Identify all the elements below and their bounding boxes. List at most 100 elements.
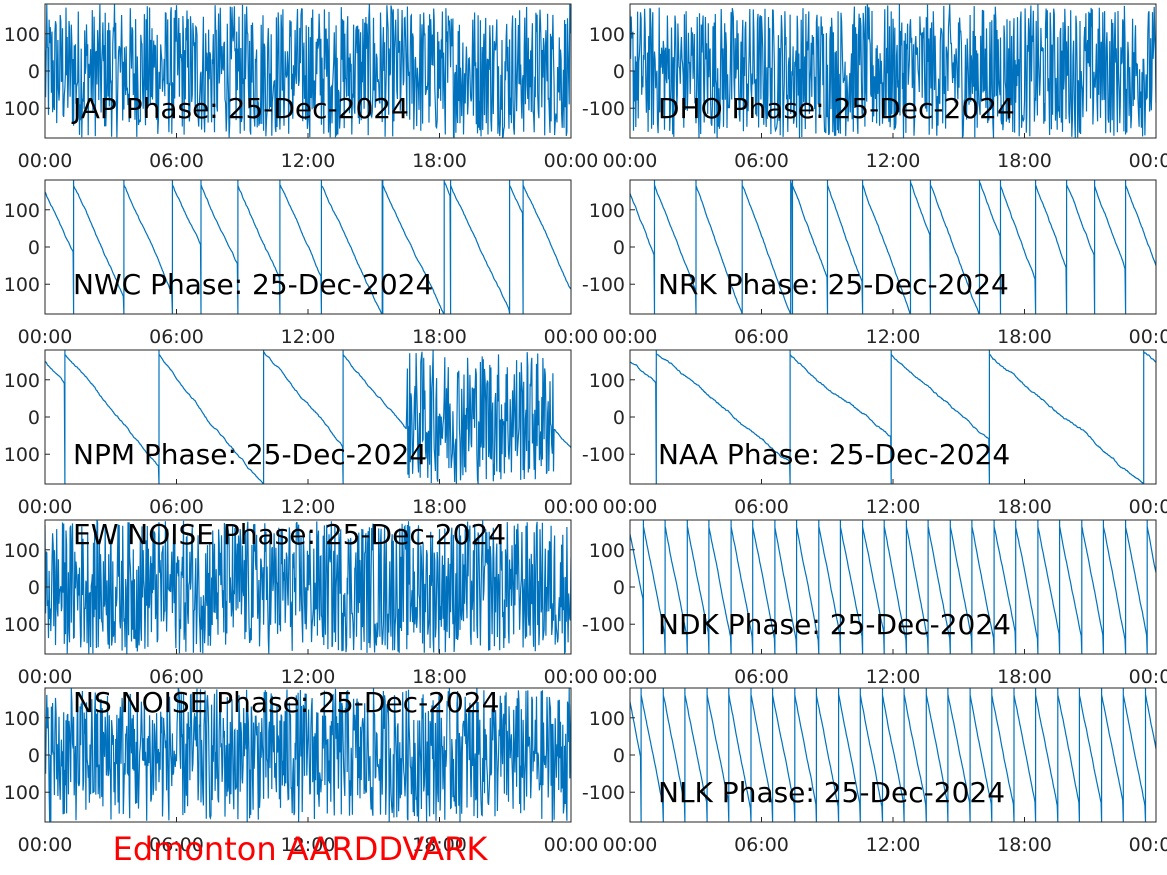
x-tick-label: 00:00 [603, 326, 658, 348]
x-tick-label: 00:00 [1129, 150, 1167, 172]
x-tick-label: 00:00 [603, 150, 658, 172]
y-tick-label: 100 [4, 708, 40, 730]
x-tick-label: 18:00 [412, 150, 467, 172]
y-tick-label: 100 [4, 274, 40, 296]
x-tick-label: 00:00 [1129, 834, 1167, 856]
x-tick-label: 00:00 [544, 834, 599, 856]
x-tick-label: 00:00 [544, 150, 599, 172]
panel-title: DHO Phase: 25-Dec-2024 [658, 92, 1015, 125]
x-tick-label: 06:00 [734, 496, 789, 518]
x-tick-label: 12:00 [866, 666, 921, 688]
x-tick-label: 00:00 [544, 326, 599, 348]
y-tick-label: 0 [613, 61, 625, 83]
phase-series-line [45, 180, 571, 314]
y-tick-label: 0 [613, 237, 625, 259]
phase-series-line [630, 350, 1156, 484]
x-tick-label: 00:00 [603, 496, 658, 518]
panel-title: NPM Phase: 25-Dec-2024 [73, 438, 427, 471]
x-tick-label: 00:00 [1129, 326, 1167, 348]
x-tick-label: 12:00 [281, 666, 336, 688]
panel-title: NS NOISE Phase: 25-Dec-2024 [73, 686, 499, 719]
x-tick-label: 12:00 [866, 834, 921, 856]
panel-title: NDK Phase: 25-Dec-2024 [658, 608, 1011, 641]
phase-series-line [630, 180, 1156, 314]
y-tick-label: 100 [4, 24, 40, 46]
phase-series-line [630, 4, 1156, 138]
x-tick-label: 00:00 [1129, 496, 1167, 518]
x-tick-label: 00:00 [18, 150, 73, 172]
subplot-grid: 100 0 100 00:00 06:00 12:00 18:00 00:00 JAP Phas… [4, 3, 1167, 856]
x-tick-label: 18:00 [997, 496, 1052, 518]
x-tick-label: 06:00 [149, 326, 204, 348]
x-tick-label: 06:00 [149, 666, 204, 688]
y-tick-label: 0 [28, 407, 40, 429]
y-tick-label: 0 [613, 577, 625, 599]
y-tick-label: 100 [589, 200, 625, 222]
x-tick-label: 00:00 [18, 834, 73, 856]
x-tick-label: 06:00 [149, 834, 204, 856]
phase-series-line [45, 4, 571, 138]
y-tick-label: -100 [582, 98, 625, 120]
x-tick-label: 06:00 [734, 834, 789, 856]
y-tick-label: 0 [28, 237, 40, 259]
x-tick-label: 06:00 [734, 326, 789, 348]
x-tick-label: 12:00 [281, 834, 336, 856]
subplot-5: 100 0 100 00:00 06:00 12:00 18:00 00:00 NPM Phas… [4, 349, 598, 518]
y-tick-label: 0 [613, 745, 625, 767]
x-tick-label: 00:00 [603, 666, 658, 688]
x-tick-label: 00:00 [18, 496, 73, 518]
phase-series-line [45, 520, 571, 654]
x-tick-label: 00:00 [18, 666, 73, 688]
y-tick-label: -100 [582, 614, 625, 636]
subplot-9: 100 0 100 00:00 06:00 12:00 18:00 00:00 NS NOISE… [4, 686, 599, 856]
y-tick-label: 0 [28, 577, 40, 599]
x-tick-label: 06:00 [734, 666, 789, 688]
x-tick-label: 00:00 [603, 834, 658, 856]
subplot-8: 100 0 -100 00:00 06:00 12:00 18:00 00:00 NDK Pha… [582, 519, 1167, 688]
y-tick-label: -100 [582, 444, 625, 466]
x-tick-label: 18:00 [412, 666, 467, 688]
y-tick-label: 100 [589, 370, 625, 392]
station-label: Edmonton AARDDVARK [113, 830, 489, 868]
y-tick-label: 0 [28, 745, 40, 767]
y-tick-label: 100 [4, 98, 40, 120]
phase-series-line [45, 350, 571, 484]
subplot-10: 100 0 -100 00:00 06:00 12:00 18:00 00:00 NLK Pha… [582, 687, 1167, 856]
y-tick-label: 0 [28, 61, 40, 83]
x-tick-label: 06:00 [149, 496, 204, 518]
subplot-4: 100 0 -100 00:00 06:00 12:00 18:00 00:00 NRK Pha… [582, 179, 1167, 348]
x-tick-label: 18:00 [997, 834, 1052, 856]
panel-title: JAP Phase: 25-Dec-2024 [71, 92, 409, 125]
y-tick-label: 100 [4, 370, 40, 392]
panel-title: NRK Phase: 25-Dec-2024 [658, 268, 1009, 301]
y-tick-label: 100 [4, 782, 40, 804]
subplot-1: 100 0 100 00:00 06:00 12:00 18:00 00:00 JAP Phas… [4, 3, 599, 172]
x-tick-label: 00:00 [544, 666, 599, 688]
y-tick-label: 100 [4, 200, 40, 222]
y-tick-label: 100 [589, 24, 625, 46]
x-tick-label: 06:00 [149, 150, 204, 172]
y-tick-label: 0 [613, 407, 625, 429]
x-tick-label: 00:00 [18, 326, 73, 348]
x-tick-label: 12:00 [866, 150, 921, 172]
x-tick-label: 12:00 [281, 326, 336, 348]
x-tick-label: 12:00 [866, 496, 921, 518]
y-tick-label: 100 [589, 708, 625, 730]
y-tick-label: 100 [589, 540, 625, 562]
phase-series-line [630, 520, 1156, 654]
y-tick-label: -100 [582, 782, 625, 804]
x-tick-label: 18:00 [412, 326, 467, 348]
x-tick-label: 00:00 [1129, 666, 1167, 688]
panel-title: EW NOISE Phase: 25-Dec-2024 [73, 518, 506, 551]
x-tick-label: 18:00 [412, 496, 467, 518]
x-tick-label: 12:00 [281, 496, 336, 518]
y-tick-label: 100 [4, 444, 40, 466]
subplot-7: 100 0 100 00:00 06:00 12:00 18:00 00:00 EW NOISE… [4, 518, 599, 688]
x-tick-label: 06:00 [734, 150, 789, 172]
y-tick-label: -100 [582, 274, 625, 296]
x-tick-label: 18:00 [997, 666, 1052, 688]
panel-title: NLK Phase: 25-Dec-2024 [658, 776, 1005, 809]
x-tick-label: 12:00 [281, 150, 336, 172]
x-tick-label: 18:00 [997, 150, 1052, 172]
